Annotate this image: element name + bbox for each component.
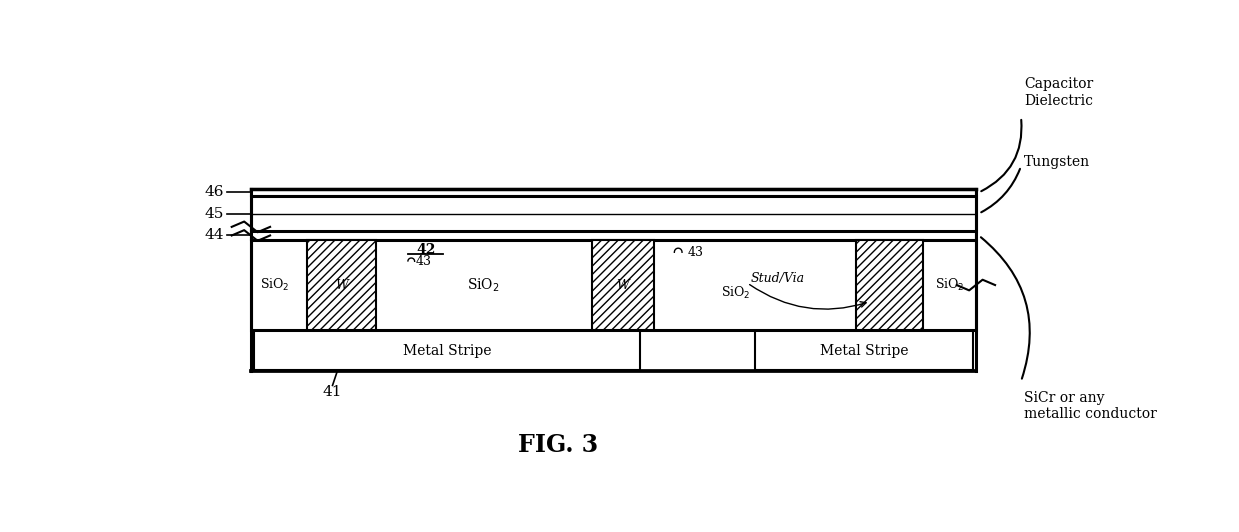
Text: 41: 41 — [323, 385, 342, 398]
Text: Tungsten: Tungsten — [1023, 155, 1090, 169]
Bar — [250, 240, 976, 330]
Bar — [592, 240, 654, 330]
Text: 46: 46 — [204, 186, 224, 200]
Text: SiO$_2$: SiO$_2$ — [467, 276, 501, 294]
Text: W: W — [617, 279, 629, 292]
Text: 43: 43 — [416, 255, 432, 268]
Text: FIG. 3: FIG. 3 — [518, 433, 598, 457]
Bar — [254, 330, 639, 370]
Text: Metal Stripe: Metal Stripe — [403, 344, 491, 358]
Text: 43: 43 — [688, 246, 704, 259]
Bar — [250, 196, 976, 231]
Bar — [755, 330, 973, 370]
Bar — [856, 240, 923, 330]
Text: W: W — [335, 279, 348, 292]
Text: SiCr or any
metallic conductor: SiCr or any metallic conductor — [1023, 391, 1157, 421]
Text: 44: 44 — [204, 228, 224, 243]
Text: Metal Stripe: Metal Stripe — [820, 344, 908, 358]
Text: 45: 45 — [204, 206, 224, 221]
Bar — [306, 240, 375, 330]
Text: Capacitor
Dielectric: Capacitor Dielectric — [1023, 78, 1093, 107]
Bar — [250, 189, 976, 196]
Text: SiO$_2$: SiO$_2$ — [721, 285, 751, 301]
Bar — [250, 231, 976, 240]
Text: 42: 42 — [416, 243, 435, 257]
Text: Stud/Via: Stud/Via — [751, 272, 804, 285]
Text: SiO$_2$: SiO$_2$ — [260, 277, 290, 293]
Text: SiO$_2$: SiO$_2$ — [934, 277, 964, 293]
